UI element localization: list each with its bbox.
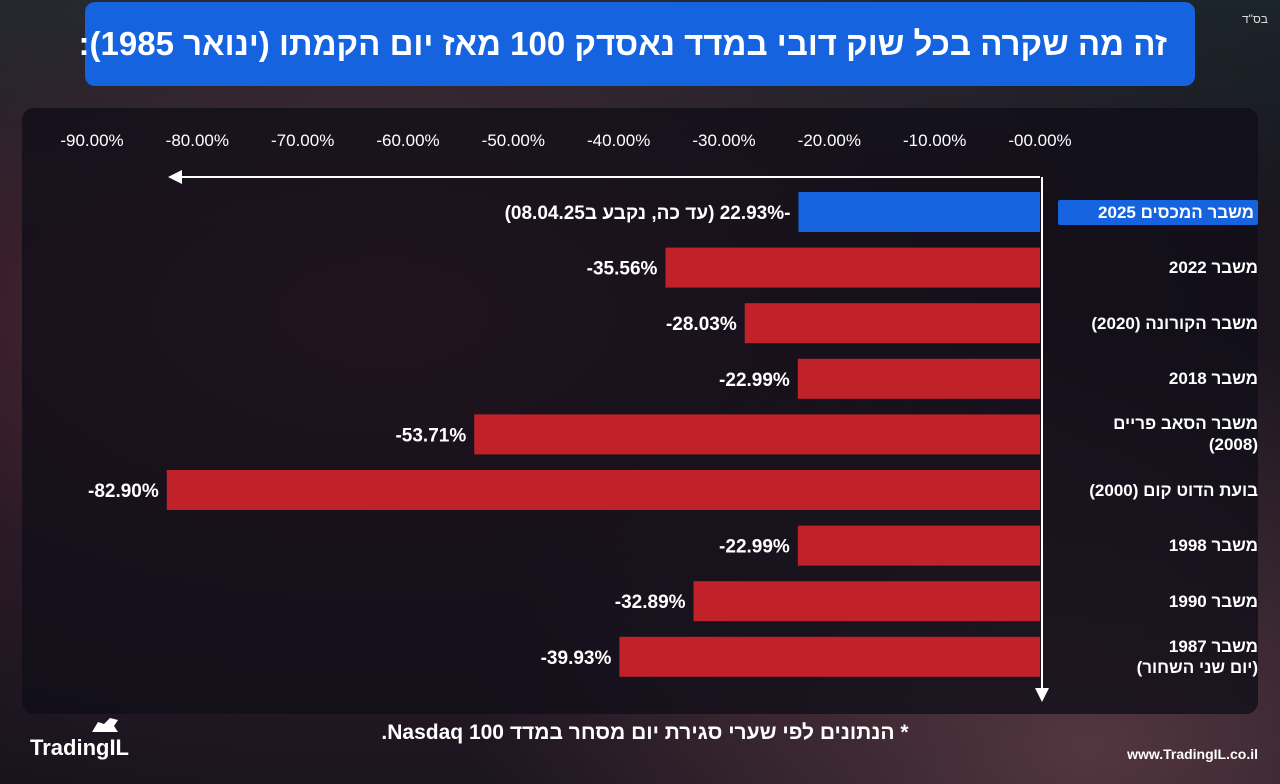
x-tick-label: -10.00% xyxy=(903,131,966,150)
x-tick-label: -50.00% xyxy=(482,131,545,150)
website-url: www.TradingIL.co.il xyxy=(1127,746,1258,762)
data-label: -53.71% xyxy=(395,425,466,446)
category-label: משבר 1990 xyxy=(1168,591,1258,611)
x-tick-label: -00.00% xyxy=(1008,131,1071,150)
bar xyxy=(693,581,1040,622)
x-axis-arrowhead xyxy=(168,170,182,184)
category-label: בועת הדוט קום (2000) xyxy=(1089,480,1258,500)
data-label: -22.99% xyxy=(719,370,790,391)
category-label: משבר הקורונה (2020) xyxy=(1091,313,1258,333)
bar xyxy=(797,525,1040,566)
bar xyxy=(619,636,1040,677)
data-label: -22.93% (עד כה, נקבע ב08.04.25) xyxy=(505,203,791,224)
bar xyxy=(744,303,1040,344)
x-tick-label: -80.00% xyxy=(166,131,229,150)
category-label: משבר 2022 xyxy=(1168,258,1258,278)
x-tick-label: -70.00% xyxy=(271,131,334,150)
bar xyxy=(797,358,1040,399)
bull-logo-icon xyxy=(92,718,118,732)
category-label: משבר הסאב פריים (2008) xyxy=(1113,414,1258,455)
x-tick-label: -90.00% xyxy=(60,131,123,150)
x-tick-label: -30.00% xyxy=(692,131,755,150)
x-tick-label: -60.00% xyxy=(376,131,439,150)
bar xyxy=(474,414,1041,455)
category-label: משבר 1998 xyxy=(1168,536,1258,556)
footnote: * הנתונים לפי שערי סגירת יום מסחר במדד N… xyxy=(381,721,909,744)
bar xyxy=(665,247,1040,288)
data-label: -22.99% xyxy=(719,537,790,558)
category-label: משבר המכסים 2025 xyxy=(1058,192,1258,232)
category-label: משבר 2018 xyxy=(1168,369,1258,389)
bsd-label: בס"ד xyxy=(1242,12,1268,26)
data-label: -28.03% xyxy=(666,314,737,335)
data-label: -39.93% xyxy=(541,648,612,669)
data-label: -32.89% xyxy=(615,592,686,613)
brand-logo: TradingIL xyxy=(30,735,129,760)
title-banner: זה מה שקרה בכל שוק דובי במדד נאסדק 100 מ… xyxy=(79,2,1195,86)
x-tick-label: -20.00% xyxy=(798,131,861,150)
bar xyxy=(166,470,1040,510)
data-label: -82.90% xyxy=(88,481,159,502)
data-label: -35.56% xyxy=(587,259,658,280)
category-label: משבר 1987 (יום שני השחור) xyxy=(1136,636,1258,677)
y-axis-arrowhead xyxy=(1035,688,1049,702)
bar xyxy=(798,192,1040,232)
x-tick-label: -40.00% xyxy=(587,131,650,150)
page-title: זה מה שקרה בכל שוק דובי במדד נאסדק 100 מ… xyxy=(78,25,1167,62)
chart-panel xyxy=(22,108,1258,714)
